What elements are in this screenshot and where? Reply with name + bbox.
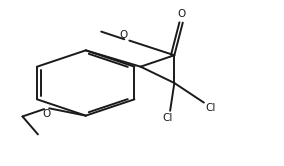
Text: O: O — [42, 109, 51, 119]
Text: O: O — [177, 8, 185, 19]
Text: Cl: Cl — [162, 113, 172, 123]
Text: Cl: Cl — [205, 103, 216, 113]
Text: O: O — [120, 30, 128, 40]
